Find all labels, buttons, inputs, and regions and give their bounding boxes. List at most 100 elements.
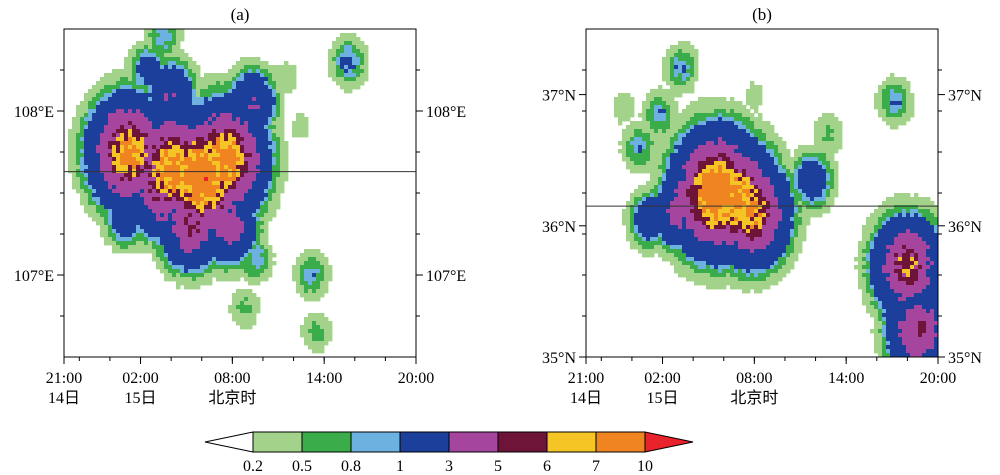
heatmap-cell	[220, 209, 225, 214]
heatmap-cell	[244, 85, 249, 90]
heatmap-cell	[878, 109, 883, 114]
heatmap-cell	[124, 189, 129, 194]
heatmap-cell	[902, 81, 907, 86]
heatmap-cell	[922, 213, 927, 218]
heatmap-cell	[830, 117, 835, 122]
heatmap-cell	[84, 149, 89, 154]
heatmap-cell	[152, 253, 157, 258]
heatmap-cell	[216, 189, 221, 194]
heatmap-cell	[144, 81, 149, 86]
heatmap-cell	[160, 185, 165, 190]
heatmap-cell	[236, 117, 241, 122]
heatmap-cell	[184, 149, 189, 154]
heatmap-cell	[818, 153, 823, 158]
heatmap-cell	[630, 137, 635, 142]
heatmap-cell	[116, 229, 121, 234]
heatmap-cell	[80, 173, 85, 178]
heatmap-cell	[304, 257, 309, 262]
heatmap-cell	[108, 129, 113, 134]
heatmap-cell	[308, 285, 313, 290]
heatmap-cell	[108, 185, 113, 190]
heatmap-cell	[730, 193, 735, 198]
heatmap-cell	[196, 85, 201, 90]
heatmap-cell	[228, 137, 233, 142]
heatmap-cell	[276, 121, 281, 126]
heatmap-cell	[160, 125, 165, 130]
heatmap-cell	[148, 89, 153, 94]
heatmap-cell	[224, 241, 229, 246]
heatmap-cell	[216, 161, 221, 166]
heatmap-cell	[128, 101, 133, 106]
heatmap-cell	[280, 93, 285, 98]
heatmap-cell	[886, 117, 891, 122]
heatmap-cell	[308, 257, 313, 262]
heatmap-cell	[244, 197, 249, 202]
heatmap-cell	[642, 165, 647, 170]
heatmap-cell	[80, 181, 85, 186]
heatmap-cell	[340, 53, 345, 58]
heatmap-cell	[296, 285, 301, 290]
heatmap-cell	[762, 173, 767, 178]
heatmap-cell	[116, 121, 121, 126]
heatmap-cell	[312, 297, 317, 302]
heatmap-cell	[184, 201, 189, 206]
heatmap-cell	[690, 85, 695, 90]
heatmap-cell	[112, 105, 117, 110]
heatmap-cell	[72, 165, 77, 170]
heatmap-cell	[172, 217, 177, 222]
heatmap-cell	[770, 149, 775, 154]
heatmap-cell	[176, 145, 181, 150]
heatmap-cell	[694, 69, 699, 74]
heatmap-cell	[714, 141, 719, 146]
heatmap-cell	[718, 133, 723, 138]
heatmap-cell	[902, 117, 907, 122]
heatmap-cell	[92, 145, 97, 150]
heatmap-cell	[188, 269, 193, 274]
heatmap-cell	[148, 141, 153, 146]
heatmap-cell	[128, 157, 133, 162]
heatmap-cell	[634, 125, 639, 130]
heatmap-cell	[818, 137, 823, 142]
heatmap-cell	[132, 57, 137, 62]
heatmap-cell	[88, 149, 93, 154]
heatmap-cell	[148, 33, 153, 38]
heatmap-cell	[742, 221, 747, 226]
heatmap-cell	[678, 53, 683, 58]
heatmap-cell	[176, 33, 181, 38]
heatmap-cell	[212, 161, 217, 166]
heatmap-cell	[682, 193, 687, 198]
heatmap-cell	[252, 161, 257, 166]
heatmap-cell	[156, 57, 161, 62]
heatmap-cell	[328, 277, 333, 282]
heatmap-cell	[236, 89, 241, 94]
heatmap-cell	[168, 245, 173, 250]
heatmap-cell	[244, 125, 249, 130]
heatmap-cell	[120, 217, 125, 222]
heatmap-cell	[352, 49, 357, 54]
heatmap-cell	[224, 225, 229, 230]
heatmap-cell	[88, 193, 93, 198]
heatmap-cell	[734, 129, 739, 134]
heatmap-cell	[806, 205, 811, 210]
heatmap-cell	[646, 133, 651, 138]
heatmap-cell	[204, 81, 209, 86]
heatmap-cell	[662, 101, 667, 106]
heatmap-cell	[236, 165, 241, 170]
heatmap-cell	[216, 121, 221, 126]
heatmap-cell	[216, 157, 221, 162]
heatmap-cell	[216, 133, 221, 138]
heatmap-cell	[730, 145, 735, 150]
heatmap-cell	[216, 93, 221, 98]
heatmap-cell	[152, 117, 157, 122]
heatmap-cell	[754, 105, 759, 110]
heatmap-cell	[722, 221, 727, 226]
heatmap-cell	[232, 85, 237, 90]
heatmap-cell	[144, 193, 149, 198]
heatmap-cell	[738, 149, 743, 154]
heatmap-cell	[750, 105, 755, 110]
heatmap-cell	[722, 129, 727, 134]
heatmap-cell	[778, 181, 783, 186]
heatmap-cell	[678, 181, 683, 186]
heatmap-cell	[212, 233, 217, 238]
heatmap-cell	[244, 117, 249, 122]
